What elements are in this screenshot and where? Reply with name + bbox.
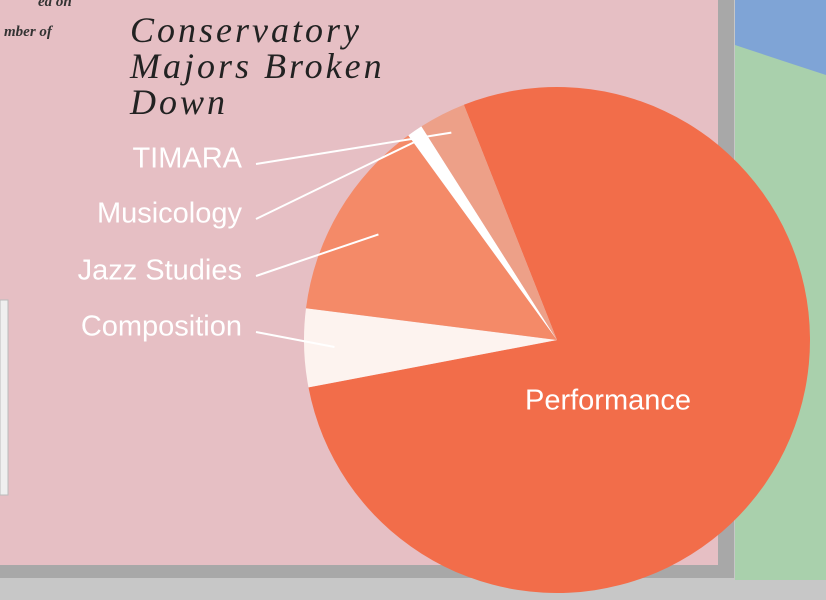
leader-line (255, 331, 335, 348)
slice-label: Performance (525, 385, 691, 417)
background-text: mber of (4, 24, 52, 40)
pie-slice (308, 87, 810, 593)
chart-title: Conservatory Majors Broken Down (130, 10, 385, 122)
leader-line (255, 138, 421, 220)
pie-slice (304, 308, 557, 388)
pie-slice (305, 135, 557, 340)
slice-label: Composition (81, 311, 242, 343)
leader-line (255, 233, 379, 277)
pie-slice (408, 126, 557, 340)
leader-line (255, 131, 452, 165)
right-panel-top (735, 0, 826, 75)
background-text: ed on (38, 0, 72, 10)
slice-label: TIMARA (132, 143, 242, 175)
slice-label: Musicology (97, 198, 243, 230)
pie-slice (421, 104, 557, 341)
slice-label: Jazz Studies (78, 255, 242, 287)
side-box (0, 299, 9, 496)
